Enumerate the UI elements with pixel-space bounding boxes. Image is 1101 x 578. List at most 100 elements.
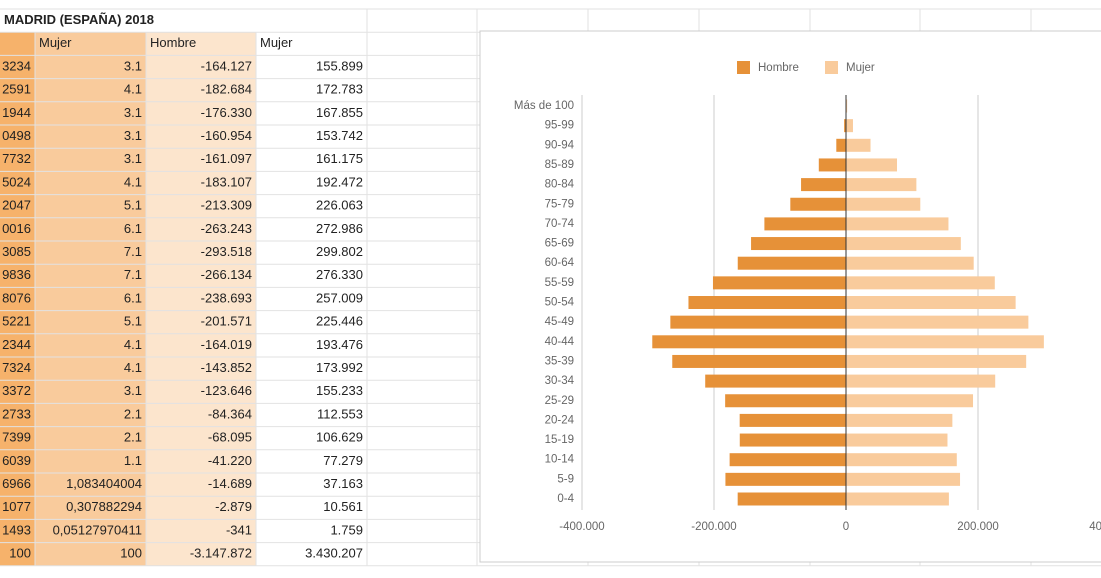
cell-bg	[256, 125, 367, 149]
cell-bg	[35, 125, 146, 149]
cell-bg	[256, 542, 367, 566]
cell-text: -341	[226, 522, 252, 537]
cell-text: 6966	[2, 476, 31, 491]
cell-text: 193.476	[316, 337, 363, 352]
y-tick-label: 90-94	[545, 139, 575, 151]
x-tick-label: -200.000	[691, 521, 736, 533]
cell-text: 0,307882294	[66, 499, 142, 514]
cell-bg	[0, 357, 35, 381]
cell-text: -293.518	[201, 244, 252, 259]
bar	[705, 374, 846, 388]
cell-bg	[146, 148, 256, 172]
cell-text: 1077	[2, 499, 31, 514]
x-tick-label: 0	[843, 521, 849, 533]
bar	[846, 354, 1027, 368]
cell-text: 2733	[2, 406, 31, 421]
cell-bg	[0, 496, 35, 520]
cell-bg	[0, 125, 35, 149]
col-a: 3234 2591 1944 0498 7732 5024 2047 0016 3085 9836…	[2, 58, 31, 560]
cell-bg	[35, 194, 146, 218]
cell-bg	[256, 380, 367, 404]
sheet-title: MADRID (ESPAÑA) 2018	[4, 12, 154, 27]
cell-bg	[256, 264, 367, 288]
cell-text: -3.147.872	[190, 546, 252, 561]
cell-text: 7399	[2, 430, 31, 445]
legend-label: Hombre	[758, 62, 799, 74]
cell-text: 0016	[2, 221, 31, 236]
cell-text: 8076	[2, 290, 31, 305]
cell-bg	[35, 287, 146, 311]
cell-text: 4.1	[124, 82, 142, 97]
cell-bg	[35, 32, 146, 56]
bar	[846, 276, 995, 290]
header-cell: Hombre	[150, 35, 196, 50]
cell-text: 5.1	[124, 198, 142, 213]
cell-bg	[146, 426, 256, 450]
cell-text: 172.783	[316, 82, 363, 97]
cell-bg	[0, 426, 35, 450]
y-tick-label: Más de 100	[514, 100, 574, 112]
cell-text: 1.759	[330, 522, 363, 537]
cell-bg	[146, 55, 256, 79]
cell-bg	[146, 125, 256, 149]
y-tick-label: 0-4	[557, 493, 574, 505]
bar	[846, 138, 871, 152]
cell-bg	[256, 287, 367, 311]
bar	[846, 374, 996, 388]
cell-text: 155.233	[316, 383, 363, 398]
bar	[846, 158, 898, 172]
cell-bg	[256, 473, 367, 497]
cell-text: 77.279	[323, 453, 363, 468]
x-tick-label: 200.000	[957, 521, 999, 533]
cell-text: 0498	[2, 128, 31, 143]
cell-text: 276.330	[316, 267, 363, 282]
bar	[790, 197, 846, 211]
cell-text: 1.1	[124, 453, 142, 468]
cell-text: 2.1	[124, 406, 142, 421]
cell-bg	[256, 55, 367, 79]
cell-text: 225.446	[316, 314, 363, 329]
cell-bg	[256, 194, 367, 218]
cell-bg	[146, 542, 256, 566]
y-tick-label: 60-64	[545, 257, 575, 269]
cell-bg	[35, 148, 146, 172]
cell-text: 167.855	[316, 105, 363, 120]
y-tick-label: 65-69	[545, 238, 574, 250]
y-tick-label: 30-34	[545, 375, 575, 387]
cell-text: -68.095	[208, 430, 252, 445]
cell-text: 0,05127970411	[53, 522, 142, 537]
cell-bg	[35, 264, 146, 288]
cell-bg	[146, 217, 256, 241]
cell-bg	[35, 380, 146, 404]
bar	[725, 394, 846, 408]
bar	[846, 256, 974, 270]
bar	[670, 315, 846, 329]
cell-text: 153.742	[316, 128, 363, 143]
cell-text: 1944	[2, 105, 31, 120]
bar	[751, 237, 846, 251]
cell-bg	[146, 171, 256, 195]
bar	[737, 256, 846, 270]
cell-bg	[256, 496, 367, 520]
cell-bg	[35, 519, 146, 543]
cell-bg	[0, 78, 35, 102]
cell-text: 3.1	[124, 151, 142, 166]
y-tick-label: 40-44	[545, 336, 575, 348]
cell-text: 5.1	[124, 314, 142, 329]
cell-bg	[146, 473, 256, 497]
cell-text: -2.879	[215, 499, 252, 514]
cell-text: 299.802	[316, 244, 363, 259]
x-tick-label: -400.000	[559, 521, 604, 533]
cell-bg	[146, 241, 256, 265]
cell-text: -41.220	[208, 453, 252, 468]
bar	[818, 158, 846, 172]
cell-text: 3.1	[124, 58, 142, 73]
cell-bg	[0, 171, 35, 195]
cell-bg	[35, 55, 146, 79]
cell-bg	[146, 357, 256, 381]
cell-text: 4.1	[124, 360, 142, 375]
cell-text: -123.646	[201, 383, 252, 398]
cell-bg	[256, 403, 367, 427]
cell-bg	[146, 403, 256, 427]
